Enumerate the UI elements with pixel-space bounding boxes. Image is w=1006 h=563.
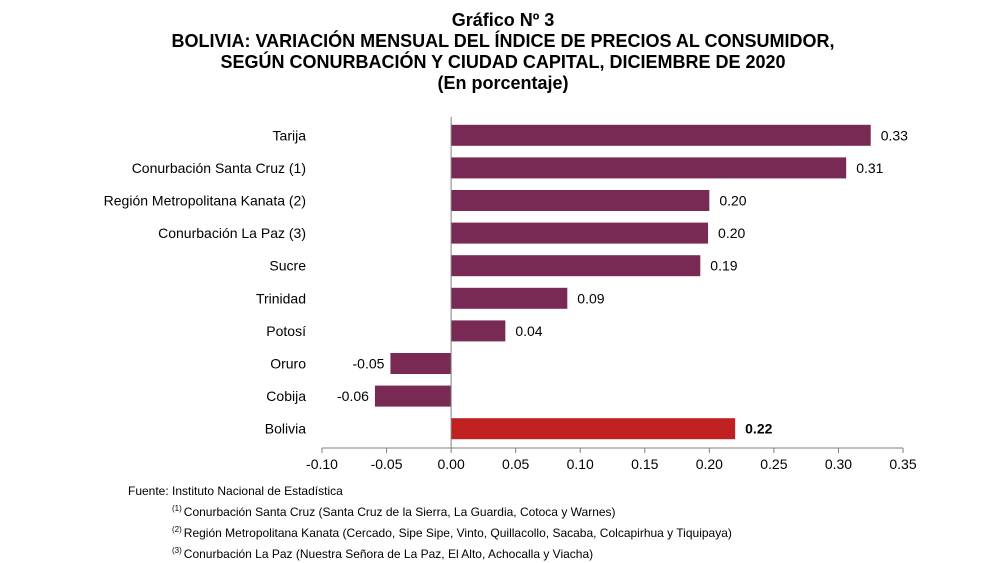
x-tick-label: -0.05 bbox=[371, 456, 403, 472]
bars-layer bbox=[374, 124, 871, 440]
value-label-potosi: 0.04 bbox=[515, 323, 542, 339]
x-tick-label: 0.20 bbox=[696, 456, 723, 472]
x-tick-label: 0.00 bbox=[437, 456, 464, 472]
category-label-conurbacion-santa-cruz-1: Conurbación Santa Cruz (1) bbox=[132, 160, 306, 176]
footnote-1: (1) Conurbación Santa Cruz (Santa Cruz de… bbox=[128, 500, 732, 521]
bar-conurbacion-la-paz-3 bbox=[451, 222, 709, 244]
category-label-sucre: Sucre bbox=[269, 258, 306, 274]
category-label-bolivia: Bolivia bbox=[265, 421, 306, 437]
footnote-3-text: Conurbación La Paz (Nuestra Señora de La… bbox=[183, 547, 594, 561]
chart-subtitle-line-2: SEGÚN CONURBACIÓN Y CIUDAD CAPITAL, DICI… bbox=[220, 52, 786, 72]
x-tick-label: -0.10 bbox=[306, 456, 338, 472]
category-label-potosi: Potosí bbox=[266, 323, 306, 339]
chart-unit: (En porcentaje) bbox=[437, 73, 569, 93]
bar-cobija bbox=[374, 385, 452, 407]
category-label-cobija: Cobija bbox=[266, 388, 306, 404]
value-label-region-metropolitana-kanata-2: 0.20 bbox=[719, 193, 746, 209]
value-label-conurbacion-santa-cruz-1: 0.31 bbox=[856, 160, 883, 176]
bar-trinidad bbox=[451, 287, 568, 309]
value-label-trinidad: 0.09 bbox=[577, 290, 604, 306]
value-label-bolivia: 0.22 bbox=[745, 421, 772, 437]
value-label-oruro: -0.05 bbox=[353, 356, 385, 372]
category-label-trinidad: Trinidad bbox=[256, 290, 306, 306]
bar-conurbacion-santa-cruz-1 bbox=[451, 157, 847, 179]
x-tick-label: 0.10 bbox=[567, 456, 594, 472]
source-note: Fuente: Instituto Nacional de Estadístic… bbox=[128, 484, 343, 498]
x-tick-label: 0.15 bbox=[631, 456, 658, 472]
bar-potosi bbox=[451, 320, 506, 342]
chart-footer: Fuente: Instituto Nacional de Estadístic… bbox=[128, 483, 732, 563]
footnote-2-mark: (2) bbox=[172, 525, 182, 534]
footnote-2: (2) Región Metropolitana Kanata (Cercado,… bbox=[128, 521, 732, 542]
footnote-1-text: Conurbación Santa Cruz (Santa Cruz de la… bbox=[183, 505, 616, 519]
bar-oruro bbox=[390, 353, 452, 374]
footnote-3-mark: (3) bbox=[172, 546, 182, 555]
bar-tarija bbox=[451, 124, 871, 146]
chart-titles: Gráfico Nº 3 BOLIVIA: VARIACIÓN MENSUAL … bbox=[0, 10, 1006, 94]
bar-bolivia bbox=[451, 418, 736, 440]
value-label-conurbacion-la-paz-3: 0.20 bbox=[718, 225, 745, 241]
category-label-oruro: Oruro bbox=[270, 356, 306, 372]
category-label-tarija: Tarija bbox=[273, 127, 307, 143]
value-label-sucre: 0.19 bbox=[710, 258, 737, 274]
axes-layer: -0.10 -0.05 0.00 0.05 0.10 0.15 0.20 0.25 0.30 0.… bbox=[306, 117, 917, 472]
value-label-cobija: -0.06 bbox=[337, 388, 369, 404]
labels-layer: Tarija 0.33 Conurbación Santa Cruz (1) 0.31… bbox=[104, 127, 909, 436]
category-label-conurbacion-la-paz-3: Conurbación La Paz (3) bbox=[158, 225, 306, 241]
x-tick-label: 0.25 bbox=[760, 456, 787, 472]
footnote-2-text: Región Metropolitana Kanata (Cercado, Si… bbox=[183, 526, 732, 540]
footnote-1-mark: (1) bbox=[172, 504, 182, 513]
bar-sucre bbox=[451, 255, 701, 277]
value-label-tarija: 0.33 bbox=[881, 127, 908, 143]
x-tick-label: 0.35 bbox=[889, 456, 916, 472]
bar-region-metropolitana-kanata-2 bbox=[451, 190, 710, 211]
footnote-3: (3) Conurbación La Paz (Nuestra Señora de… bbox=[128, 542, 732, 563]
chart-title: Gráfico Nº 3 bbox=[451, 10, 555, 30]
chart-subtitle-line-1: BOLIVIA: VARIACIÓN MENSUAL DEL ÍNDICE DE… bbox=[171, 31, 835, 51]
x-tick-label: 0.05 bbox=[502, 456, 529, 472]
category-label-region-metropolitana-kanata-2: Región Metropolitana Kanata (2) bbox=[104, 193, 306, 209]
x-tick-label: 0.30 bbox=[825, 456, 852, 472]
